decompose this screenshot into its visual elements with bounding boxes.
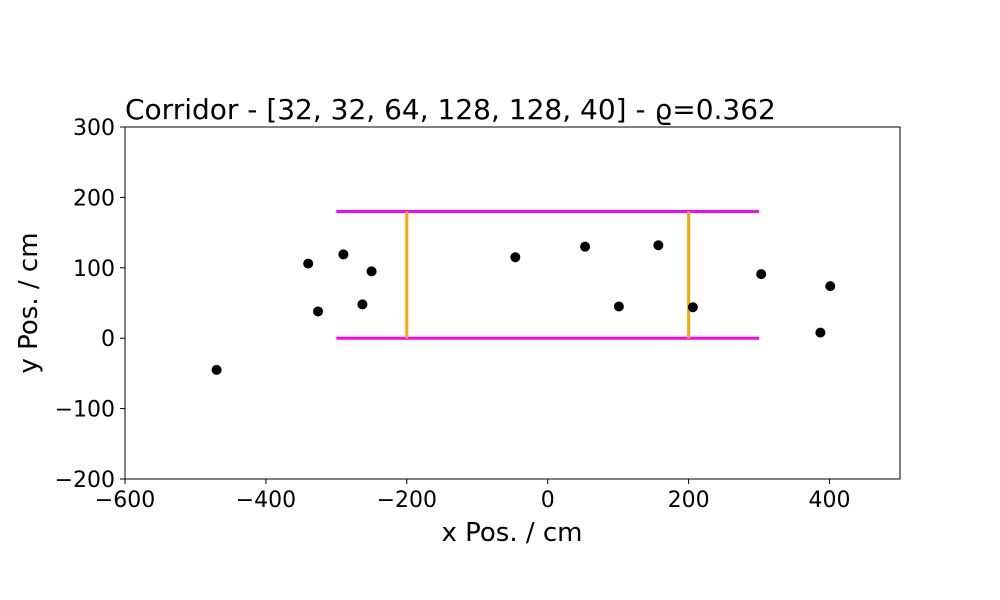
data-point — [366, 266, 377, 277]
data-point — [338, 249, 349, 260]
y-tick-label: 300 — [73, 116, 115, 141]
data-point — [653, 240, 664, 251]
data-point — [815, 327, 826, 338]
x-tick-label: −600 — [95, 488, 155, 513]
data-point — [613, 301, 624, 312]
data-point — [687, 302, 698, 313]
data-point — [580, 241, 591, 252]
y-tick-label: −200 — [55, 468, 115, 493]
data-point — [313, 306, 324, 317]
y-tick-label: 200 — [73, 186, 115, 211]
data-point — [756, 269, 767, 280]
data-point — [303, 258, 314, 269]
chart-title: Corridor - [32, 32, 64, 128, 128, 40] - … — [125, 93, 776, 126]
y-tick-label: −100 — [55, 398, 115, 423]
y-axis-label: y Pos. / cm — [14, 232, 44, 373]
x-tick-label: 400 — [809, 488, 851, 513]
axes-frame — [124, 126, 901, 480]
x-tick-label: 200 — [668, 488, 710, 513]
y-tick-label: 100 — [73, 257, 115, 282]
x-axis-label: x Pos. / cm — [441, 518, 582, 548]
x-tick-label: −400 — [236, 488, 296, 513]
data-point — [510, 252, 521, 263]
x-tick-label: 0 — [541, 488, 555, 513]
y-tick-label: 0 — [101, 327, 115, 352]
data-point — [357, 299, 368, 310]
x-tick-label: −200 — [377, 488, 437, 513]
data-point — [211, 364, 222, 375]
data-point — [825, 281, 836, 292]
plot-area: −600 −400 −200 0 200 400 −200 −100 0 100 200 300 — [55, 116, 901, 513]
